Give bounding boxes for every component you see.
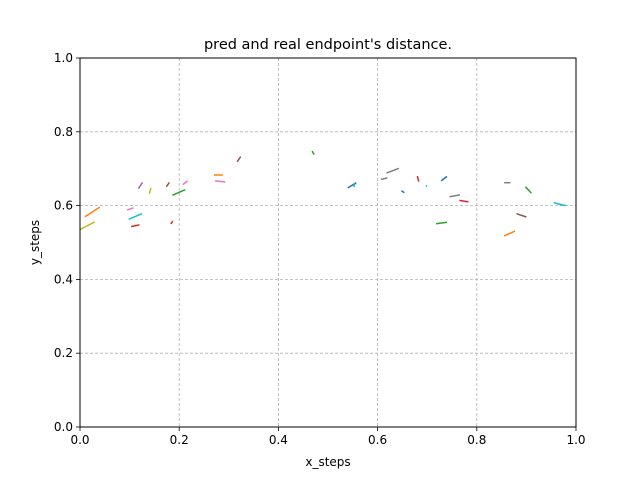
- series-line-7: [148, 187, 152, 194]
- series-line-29: [516, 212, 527, 218]
- x-tick-label: 0.2: [170, 433, 189, 447]
- series-line-6: [137, 181, 144, 190]
- series-line-30: [524, 186, 532, 194]
- series-line-26: [459, 199, 469, 203]
- series-line-22: [425, 185, 428, 188]
- series-line-3: [126, 207, 134, 211]
- series-line-5: [130, 224, 140, 228]
- series-line-11: [170, 220, 174, 225]
- series-line-21: [416, 175, 420, 182]
- series-line-25: [449, 194, 461, 198]
- chart-title: pred and real endpoint's distance.: [204, 37, 452, 53]
- series-line-13: [214, 180, 226, 183]
- x-tick-label: 0.4: [269, 433, 288, 447]
- x-tick-label: 0.8: [467, 433, 486, 447]
- y-tick-label: 0.2: [54, 346, 73, 360]
- series-line-20: [400, 190, 405, 194]
- series-line-4: [128, 213, 143, 220]
- series-line-24: [435, 221, 448, 225]
- plot-series: [79, 150, 567, 237]
- y-tick-label: 0.0: [54, 420, 73, 434]
- y-tick-label: 0.8: [54, 125, 73, 139]
- x-axis-label: x_steps: [305, 455, 350, 469]
- y-tick-label: 0.4: [54, 272, 73, 286]
- axes-frame: [79, 57, 577, 428]
- series-line-18: [380, 177, 388, 181]
- series-line-23: [440, 175, 448, 182]
- x-tick-label: 1.0: [566, 433, 585, 447]
- series-line-2: [79, 221, 96, 231]
- series-line-19: [386, 167, 400, 174]
- series-line-15: [311, 150, 315, 156]
- series-line-17: [353, 183, 356, 188]
- x-tick-label: 0.6: [368, 433, 387, 447]
- y-tick-label: 1.0: [54, 51, 73, 65]
- series-line-1: [84, 206, 101, 218]
- y-axis-label: y_steps: [28, 220, 42, 265]
- series-line-32: [558, 203, 567, 207]
- y-tick-label: 0.6: [54, 199, 73, 213]
- series-line-9: [172, 189, 186, 196]
- series-line-8: [165, 181, 170, 188]
- axis-ticks: 0.0 0.2 0.4 0.6 0.8 1.0 0.0 0.2 0.4 0.6 0.8 1.0: [54, 51, 586, 447]
- series-line-28: [503, 230, 516, 237]
- x-tick-label: 0.0: [70, 433, 89, 447]
- series-line-14: [236, 156, 242, 163]
- series-line-10: [182, 180, 189, 186]
